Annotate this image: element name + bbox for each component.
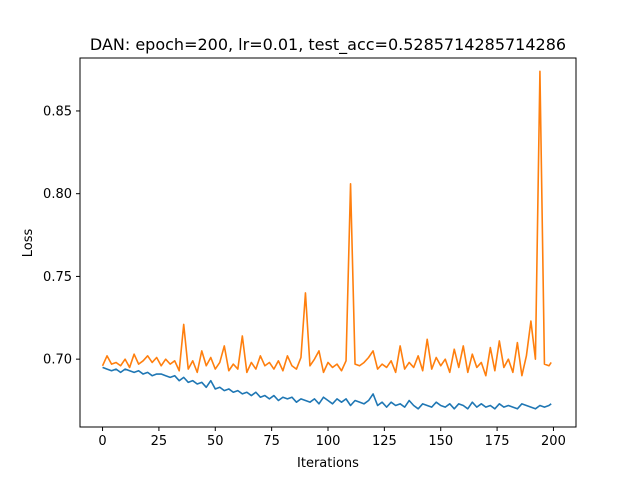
chart-title: DAN: epoch=200, lr=0.01, test_acc=0.5285… xyxy=(90,35,566,55)
y-tick-label: 0.75 xyxy=(43,270,72,285)
x-tick-label: 150 xyxy=(428,434,453,449)
y-tick-label: 0.85 xyxy=(43,104,72,119)
y-tick-label: 0.70 xyxy=(43,353,72,368)
x-tick-label: 175 xyxy=(485,434,510,449)
x-tick-label: 75 xyxy=(263,434,280,449)
x-tick-label: 50 xyxy=(207,434,224,449)
y-axis: 0.70 0.75 0.80 0.85 xyxy=(43,104,80,368)
x-axis: 0 25 50 75 100 125 150 175 200 xyxy=(98,427,566,449)
series-line-2 xyxy=(101,70,552,377)
x-tick-label: 125 xyxy=(372,434,397,449)
series-line-1 xyxy=(102,366,552,410)
x-axis-label: Iterations xyxy=(297,456,359,471)
x-tick-label: 200 xyxy=(541,434,566,449)
x-tick-label: 0 xyxy=(98,434,106,449)
y-tick-label: 0.80 xyxy=(43,187,72,202)
x-tick-label: 25 xyxy=(151,434,168,449)
series-layer xyxy=(101,70,552,410)
x-tick-label: 100 xyxy=(316,434,341,449)
y-axis-label: Loss xyxy=(21,229,36,258)
